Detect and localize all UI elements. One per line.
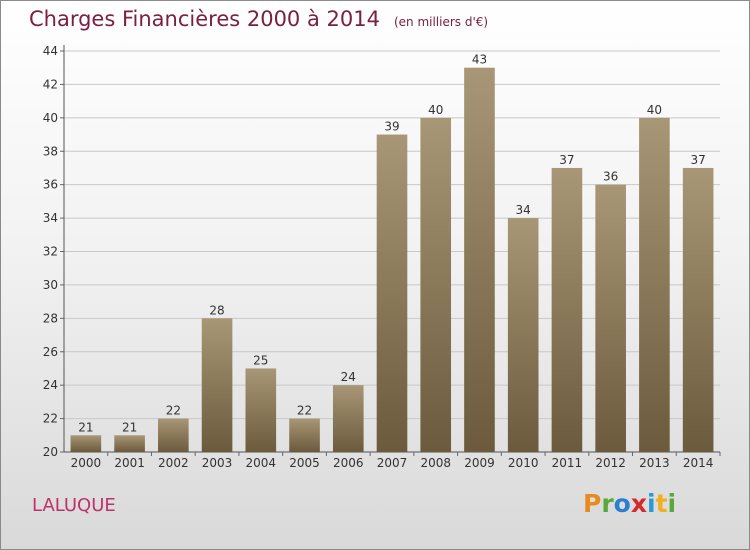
data-label: 25 <box>253 353 268 367</box>
y-tick-label: 42 <box>43 77 58 91</box>
data-label: 24 <box>341 370 356 384</box>
data-label: 40 <box>428 103 443 117</box>
y-tick-label: 28 <box>43 311 58 325</box>
bar <box>158 418 189 452</box>
y-tick-label: 26 <box>43 345 58 359</box>
y-tick-label: 36 <box>43 178 58 192</box>
data-label: 28 <box>209 303 224 317</box>
x-tick-label: 2009 <box>464 456 495 470</box>
x-tick-label: 2007 <box>377 456 408 470</box>
x-tick-label: 2010 <box>508 456 539 470</box>
chart-title: Charges Financières 2000 à 2014 (en milli… <box>29 7 488 31</box>
proxiti-logo: Proxiti <box>583 489 677 518</box>
x-tick-label: 2005 <box>289 456 320 470</box>
data-label: 37 <box>690 153 705 167</box>
y-tick-label: 34 <box>43 211 58 225</box>
data-label: 39 <box>384 120 399 134</box>
bar <box>420 117 452 452</box>
bar <box>376 134 408 452</box>
data-label: 37 <box>559 153 574 167</box>
data-label: 22 <box>166 404 181 418</box>
x-tick-label: 2008 <box>420 456 451 470</box>
x-tick-label: 2006 <box>333 456 364 470</box>
y-tick-label: 22 <box>43 412 58 426</box>
y-tick-label: 44 <box>43 44 58 58</box>
y-tick-label: 32 <box>43 245 58 259</box>
bar <box>245 368 277 452</box>
x-tick-label: 2002 <box>158 456 189 470</box>
data-label: 21 <box>122 420 137 434</box>
y-tick-label: 38 <box>43 144 58 158</box>
y-tick-label: 24 <box>43 378 58 392</box>
commune-name: LALUQUE <box>32 495 116 516</box>
y-tick-label: 30 <box>43 278 58 292</box>
x-tick-label: 2011 <box>552 456 583 470</box>
bar <box>507 218 539 452</box>
bar <box>70 435 102 452</box>
chart-title-main: Charges Financières 2000 à 2014 <box>29 7 380 31</box>
bar <box>114 435 145 452</box>
bar <box>551 167 583 453</box>
x-tick-label: 2004 <box>246 456 277 470</box>
x-tick-label: 2013 <box>639 456 670 470</box>
bar <box>332 385 364 452</box>
data-label: 36 <box>603 170 618 184</box>
bar <box>201 318 233 452</box>
data-label: 43 <box>472 53 487 67</box>
data-label: 40 <box>647 103 662 117</box>
y-tick-label: 40 <box>43 111 58 125</box>
bar <box>464 67 495 452</box>
x-tick-label: 2000 <box>71 456 102 470</box>
data-label: 34 <box>516 203 531 217</box>
bar <box>595 184 626 452</box>
bar <box>682 167 714 453</box>
data-label: 21 <box>78 420 93 434</box>
chart-subtitle: (en milliers d'€) <box>393 15 489 29</box>
x-tick-label: 2001 <box>114 456 145 470</box>
bar <box>289 418 320 452</box>
x-tick-label: 2014 <box>683 456 714 470</box>
x-tick-label: 2003 <box>202 456 233 470</box>
x-tick-label: 2012 <box>595 456 626 470</box>
data-label: 22 <box>297 404 312 418</box>
y-tick-label: 20 <box>43 445 58 459</box>
bar <box>639 117 670 452</box>
